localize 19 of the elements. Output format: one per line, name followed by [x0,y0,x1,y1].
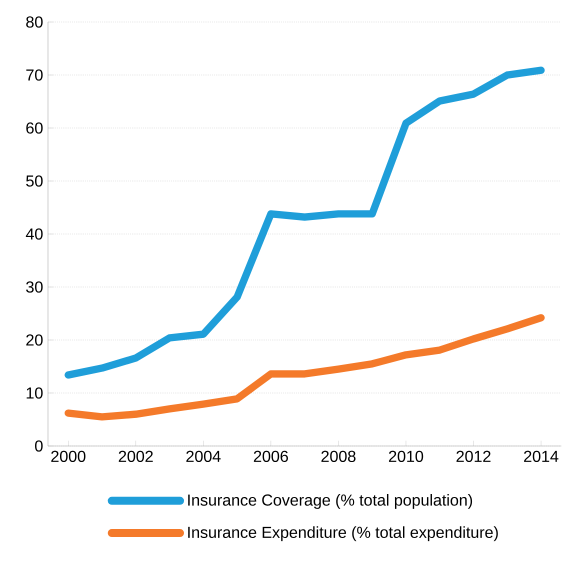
y-tick-label: 60 [26,122,43,134]
y-tick-label: 20 [26,334,43,346]
x-tick-label: 2014 [524,450,558,462]
x-tick-label: 2012 [456,450,490,462]
legend-label: Insurance Coverage (% total population) [188,494,472,509]
legend-label: Insurance Expenditure (% total expenditure) [188,526,498,542]
y-tick-label: 0 [35,440,43,452]
y-tick-label: 10 [26,387,43,399]
x-tick-label: 2002 [118,450,153,462]
x-tick-label: 2000 [51,450,86,462]
y-tick-label: 80 [26,16,43,28]
x-tick-label: 2008 [321,450,356,462]
x-tick-label: 2006 [254,450,288,462]
x-tick-label: 2004 [186,450,221,462]
x-tick-label: 2010 [388,450,424,462]
y-tick-label: 30 [26,281,43,293]
y-tick-label: 70 [26,69,43,81]
y-tick-label: 50 [26,175,43,187]
y-tick-label: 40 [26,228,43,240]
